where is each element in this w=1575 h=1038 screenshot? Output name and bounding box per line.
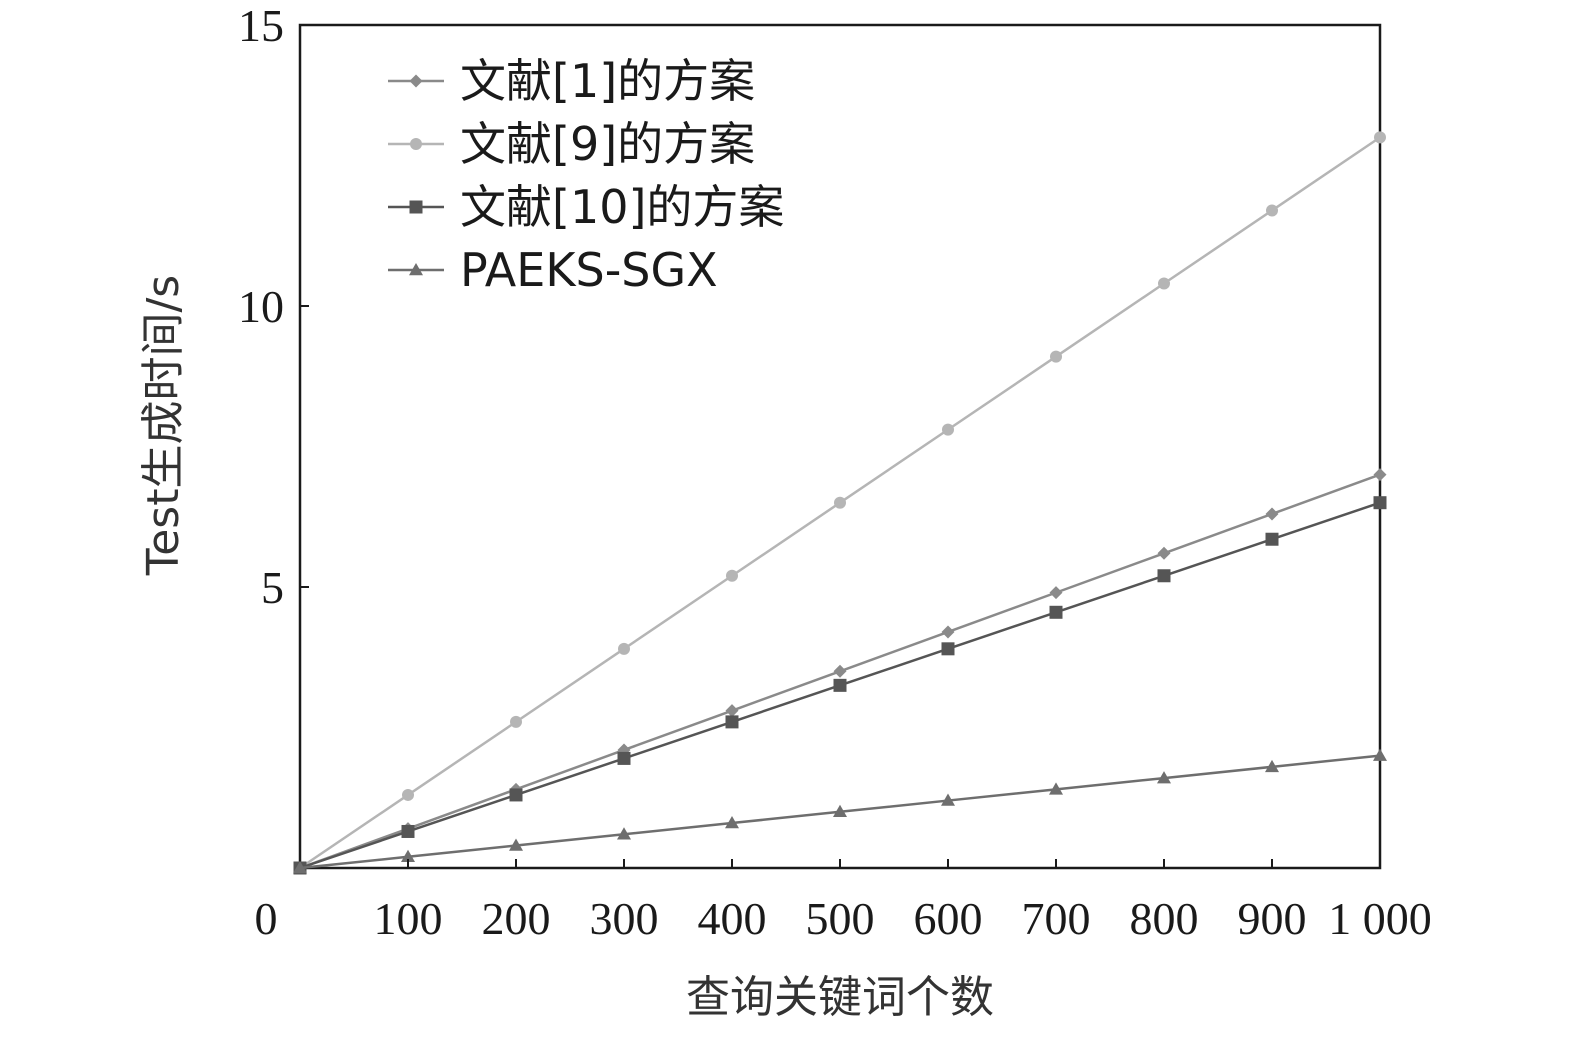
data-point bbox=[1158, 277, 1170, 290]
data-point bbox=[1266, 204, 1278, 217]
data-point bbox=[401, 849, 415, 863]
data-point bbox=[941, 625, 955, 639]
data-point bbox=[1265, 532, 1279, 546]
y-tick-label: 10 bbox=[238, 281, 284, 332]
data-point bbox=[617, 827, 631, 840]
data-point bbox=[293, 861, 307, 874]
data-point bbox=[726, 569, 738, 582]
data-point bbox=[1157, 771, 1171, 784]
legend-marker bbox=[410, 138, 422, 150]
series-4 bbox=[293, 748, 1387, 874]
series-3 bbox=[293, 496, 1387, 875]
data-point bbox=[833, 804, 847, 818]
data-point bbox=[401, 824, 415, 838]
data-point bbox=[725, 704, 739, 718]
x-tick-label: 700 bbox=[1022, 893, 1091, 944]
series-2 bbox=[294, 131, 1386, 874]
data-point bbox=[833, 664, 847, 678]
data-point bbox=[510, 715, 522, 728]
legend-label: 文献[1]的方案 bbox=[460, 54, 755, 108]
x-tick-label: 1 000 bbox=[1328, 893, 1432, 944]
x-tick-label: 800 bbox=[1130, 893, 1199, 944]
legend-label: PAEKS-SGX bbox=[460, 243, 718, 297]
data-point bbox=[1050, 350, 1062, 363]
x-origin-label: 0 bbox=[255, 893, 278, 944]
x-tick-label: 100 bbox=[374, 893, 443, 944]
y-tick-label: 5 bbox=[261, 562, 284, 613]
legend-label: 文献[10]的方案 bbox=[460, 180, 784, 234]
data-point bbox=[1157, 546, 1171, 560]
data-point bbox=[402, 788, 414, 801]
x-tick-label: 900 bbox=[1238, 893, 1307, 944]
data-point bbox=[833, 678, 847, 692]
legend-item: 文献[1]的方案 bbox=[388, 54, 755, 108]
data-point bbox=[618, 642, 630, 655]
data-point bbox=[941, 642, 955, 656]
data-point bbox=[1049, 605, 1063, 619]
legend-item: PAEKS-SGX bbox=[388, 243, 718, 297]
data-point bbox=[834, 496, 846, 509]
data-point bbox=[1373, 496, 1387, 510]
y-axis-label: Test生成时间/s bbox=[138, 275, 189, 576]
y-tick-label: 15 bbox=[238, 0, 284, 51]
legend-item: 文献[9]的方案 bbox=[388, 117, 755, 171]
data-point bbox=[1373, 748, 1387, 761]
data-point bbox=[1049, 782, 1063, 795]
data-point bbox=[1049, 586, 1063, 600]
legend-label: 文献[9]的方案 bbox=[460, 117, 755, 171]
x-tick-label: 600 bbox=[914, 893, 983, 944]
ticks-layer: 100 200 300 400 500 600 700 800 900 1 000 5 10 15 bbox=[238, 0, 1432, 944]
legend-marker bbox=[409, 200, 423, 214]
data-point bbox=[725, 816, 739, 829]
data-point bbox=[725, 715, 739, 729]
x-axis-label: 查询关键词个数 bbox=[686, 972, 994, 1023]
legend-marker bbox=[409, 263, 423, 276]
data-point bbox=[617, 751, 631, 765]
data-point bbox=[942, 423, 954, 436]
data-point bbox=[1157, 569, 1171, 583]
data-point bbox=[509, 788, 523, 802]
x-tick-label: 200 bbox=[482, 893, 551, 944]
data-point bbox=[1373, 468, 1387, 482]
legend-marker bbox=[409, 74, 423, 88]
x-tick-label: 400 bbox=[698, 893, 767, 944]
data-point bbox=[1265, 759, 1279, 773]
x-tick-label: 500 bbox=[806, 893, 875, 944]
data-point bbox=[1374, 131, 1386, 144]
series-layer bbox=[293, 131, 1387, 875]
data-point bbox=[509, 838, 523, 851]
legend-item: 文献[10]的方案 bbox=[388, 180, 784, 234]
data-point bbox=[941, 793, 955, 806]
x-tick-label: 300 bbox=[590, 893, 659, 944]
data-point bbox=[1265, 507, 1279, 521]
